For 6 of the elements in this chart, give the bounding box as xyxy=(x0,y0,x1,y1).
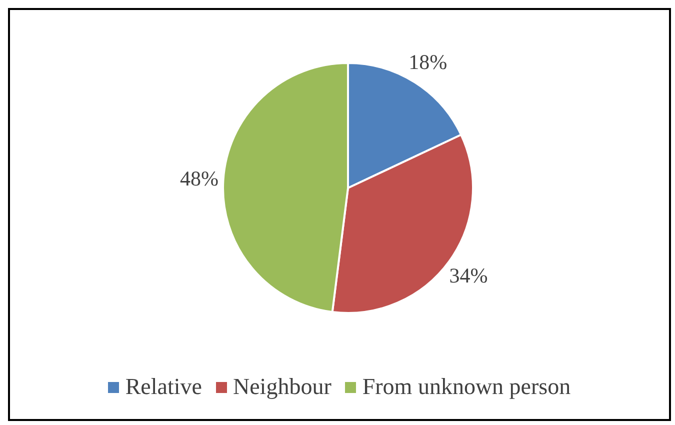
data-label: 18% xyxy=(408,50,448,74)
data-label: 48% xyxy=(180,166,219,191)
data-label: 34% xyxy=(449,264,488,288)
legend-label: Neighbour xyxy=(232,374,332,400)
legend-label: Relative xyxy=(124,374,202,400)
legend-label: From unknown person xyxy=(361,374,571,400)
